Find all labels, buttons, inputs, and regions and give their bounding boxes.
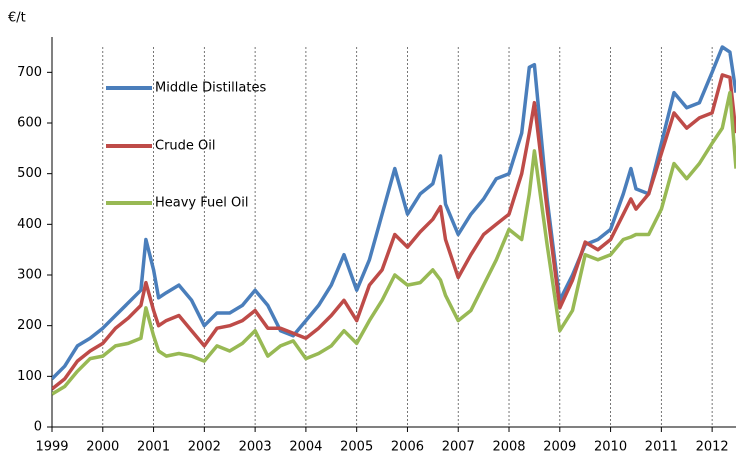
- y-tick-label: 200: [17, 318, 42, 333]
- x-tick-label: 2012: [696, 440, 729, 455]
- legend-label: Crude Oil: [155, 139, 216, 154]
- x-tick-label: 2001: [137, 440, 170, 455]
- x-tick-label: 2006: [391, 440, 424, 455]
- x-tick-label: 2004: [289, 440, 322, 455]
- legend-label: Middle Distillates: [155, 81, 266, 96]
- x-tick-label: 2008: [492, 440, 525, 455]
- series-line: [52, 90, 736, 396]
- legend-label: Heavy Fuel Oil: [155, 196, 248, 211]
- y-tick-label: 600: [17, 116, 42, 131]
- series-line: [52, 45, 736, 381]
- x-tick-label: 2007: [442, 440, 475, 455]
- x-tick-label: 2000: [86, 440, 119, 455]
- x-tick-label: 2009: [543, 440, 576, 455]
- x-tick-label: 2002: [188, 440, 221, 455]
- y-tick-label: 300: [17, 268, 42, 283]
- x-tick-label: 1999: [35, 440, 68, 455]
- x-tick-label: 2005: [340, 440, 373, 455]
- series-line: [52, 73, 736, 391]
- y-tick-label: 400: [17, 217, 42, 232]
- y-axis-label: €/t: [8, 11, 26, 26]
- y-tick-label: 700: [17, 65, 42, 80]
- y-tick-label: 500: [17, 166, 42, 181]
- x-tick-label: 2010: [594, 440, 627, 455]
- y-tick-label: 100: [17, 369, 42, 384]
- x-tick-label: 2003: [239, 440, 272, 455]
- x-tick-label: 2011: [645, 440, 678, 455]
- y-tick-label: 0: [34, 420, 42, 435]
